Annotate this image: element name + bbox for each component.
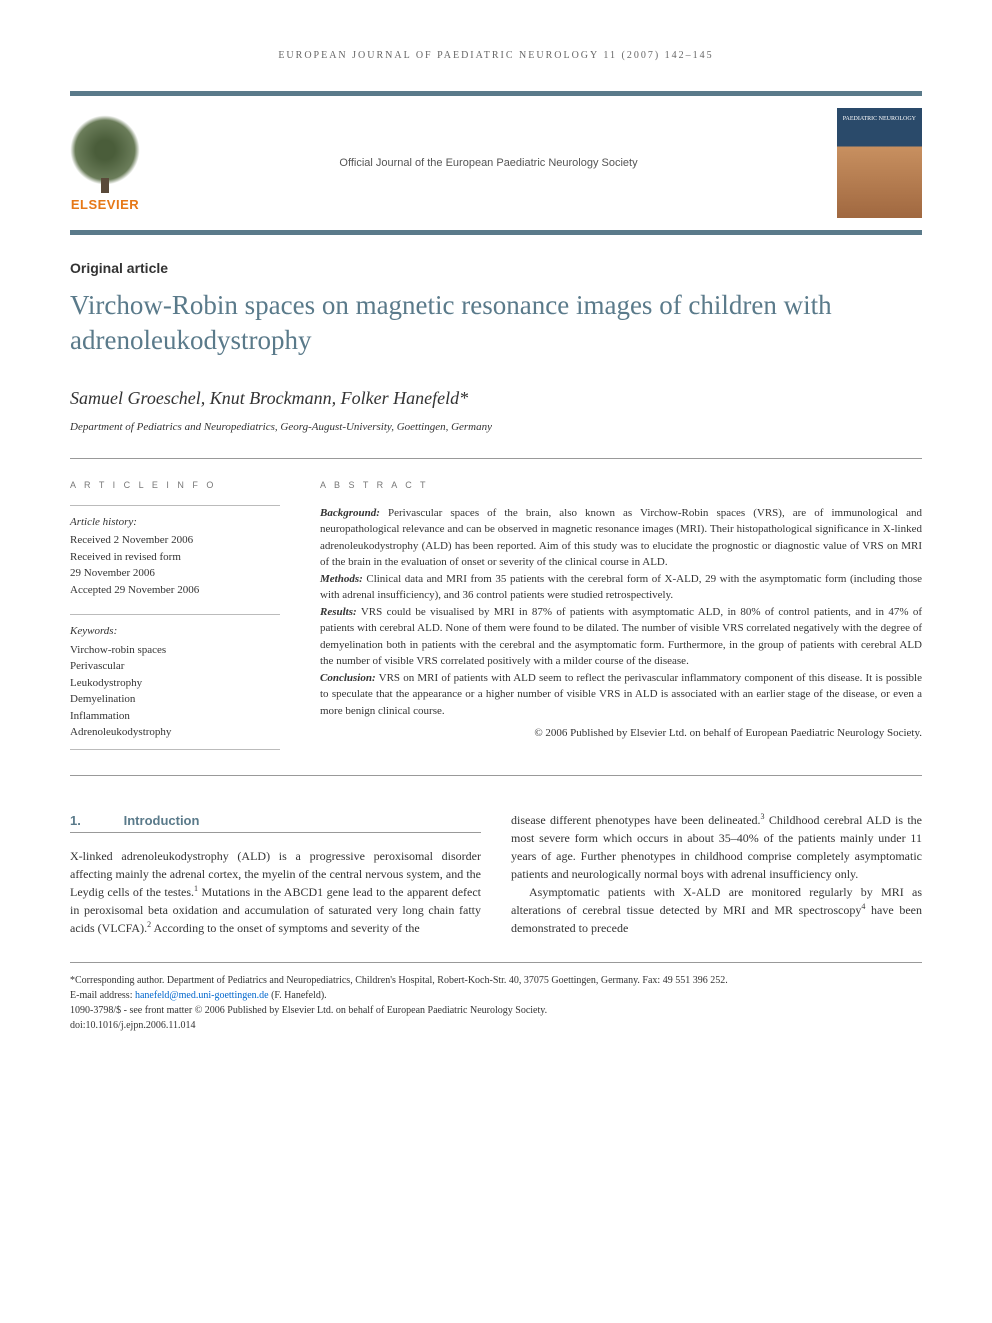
keyword: Virchow-robin spaces	[70, 642, 280, 659]
abstract-background-text: Perivascular spaces of the brain, also k…	[320, 507, 922, 569]
body-paragraph: X-linked adrenoleukodystrophy (ALD) is a…	[70, 847, 481, 937]
body-column-left: 1. Introduction X-linked adrenoleukodyst…	[70, 811, 481, 938]
running-header: EUROPEAN JOURNAL OF PAEDIATRIC NEUROLOGY…	[70, 50, 922, 61]
history-revised-line1: Received in revised form	[70, 549, 280, 566]
info-abstract-row: A R T I C L E I N F O Article history: R…	[70, 458, 922, 776]
journal-tagline: Official Journal of the European Paediat…	[140, 157, 837, 169]
keywords-label: Keywords:	[70, 623, 280, 640]
article-title: Virchow-Robin spaces on magnetic resonan…	[70, 288, 922, 358]
keyword: Inflammation	[70, 708, 280, 725]
abstract-background: Background: Perivascular spaces of the b…	[320, 505, 922, 571]
article-info-label: A R T I C L E I N F O	[70, 479, 280, 493]
section-title: Introduction	[124, 813, 200, 828]
keyword: Demyelination	[70, 691, 280, 708]
abstract-conclusion-text: VRS on MRI of patients with ALD seem to …	[320, 672, 922, 717]
footer: *Corresponding author. Department of Ped…	[70, 962, 922, 1033]
abstract-methods: Methods: Clinical data and MRI from 35 p…	[320, 571, 922, 604]
abstract-column: A B S T R A C T Background: Perivascular…	[320, 479, 922, 750]
keyword: Adrenoleukodystrophy	[70, 724, 280, 741]
email-line: E-mail address: hanefeld@med.uni-goettin…	[70, 988, 922, 1003]
doi-line: doi:10.1016/j.ejpn.2006.11.014	[70, 1018, 922, 1033]
header-row: ELSEVIER Official Journal of the Europea…	[70, 96, 922, 235]
section-heading-introduction: 1. Introduction	[70, 811, 481, 834]
issn-line: 1090-3798/$ - see front matter © 2006 Pu…	[70, 1003, 922, 1018]
abstract-copyright: © 2006 Published by Elsevier Ltd. on beh…	[320, 725, 922, 742]
journal-cover-thumbnail: PAEDIATRIC NEUROLOGY	[837, 108, 922, 218]
abstract-results-label: Results:	[320, 606, 357, 618]
keyword: Leukodystrophy	[70, 675, 280, 692]
article-type: Original article	[70, 260, 922, 276]
keyword: Perivascular	[70, 658, 280, 675]
body-columns: 1. Introduction X-linked adrenoleukodyst…	[70, 811, 922, 938]
abstract-results: Results: VRS could be visualised by MRI …	[320, 604, 922, 670]
history-received: Received 2 November 2006	[70, 532, 280, 549]
abstract-methods-text: Clinical data and MRI from 35 patients w…	[320, 573, 922, 602]
article-history-block: Article history: Received 2 November 200…	[70, 505, 280, 599]
abstract-methods-label: Methods:	[320, 573, 363, 585]
email-link[interactable]: hanefeld@med.uni-goettingen.de	[135, 990, 269, 1001]
corresponding-author: *Corresponding author. Department of Ped…	[70, 973, 922, 988]
publisher-logo: ELSEVIER	[70, 115, 140, 212]
abstract-results-text: VRS could be visualised by MRI in 87% of…	[320, 606, 922, 668]
authors: Samuel Groeschel, Knut Brockmann, Folker…	[70, 388, 922, 409]
abstract-label: A B S T R A C T	[320, 479, 922, 493]
body-column-right: disease different phenotypes have been d…	[511, 811, 922, 938]
keywords-block: Keywords: Virchow-robin spaces Perivascu…	[70, 614, 280, 750]
history-accepted: Accepted 29 November 2006	[70, 582, 280, 599]
section-number: 1.	[70, 811, 120, 831]
article-history-label: Article history:	[70, 514, 280, 531]
affiliation: Department of Pediatrics and Neuropediat…	[70, 421, 922, 433]
journal-cover-title: PAEDIATRIC NEUROLOGY	[843, 116, 916, 123]
body-paragraph: Asymptomatic patients with X-ALD are mon…	[511, 883, 922, 937]
abstract-conclusion-label: Conclusion:	[320, 672, 376, 684]
elsevier-tree-icon	[70, 115, 140, 185]
article-info-column: A R T I C L E I N F O Article history: R…	[70, 479, 280, 750]
abstract-background-label: Background:	[320, 507, 380, 519]
publisher-name: ELSEVIER	[71, 197, 139, 212]
abstract-conclusion: Conclusion: VRS on MRI of patients with …	[320, 670, 922, 720]
history-revised-line2: 29 November 2006	[70, 565, 280, 582]
body-paragraph: disease different phenotypes have been d…	[511, 811, 922, 883]
